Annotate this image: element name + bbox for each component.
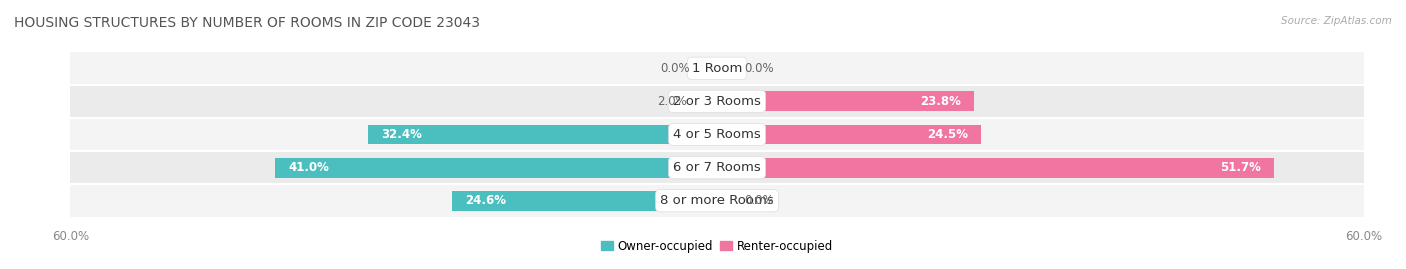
Bar: [70, 191, 1364, 210]
Text: 2.0%: 2.0%: [657, 95, 688, 108]
Bar: [70, 152, 1364, 183]
Bar: [70, 119, 1364, 150]
Text: Source: ZipAtlas.com: Source: ZipAtlas.com: [1281, 16, 1392, 26]
Text: 41.0%: 41.0%: [288, 161, 329, 174]
Bar: [368, 125, 717, 144]
Text: 8 or more Rooms: 8 or more Rooms: [661, 194, 773, 207]
Bar: [70, 158, 1364, 177]
Bar: [696, 91, 717, 111]
Bar: [276, 158, 717, 178]
Bar: [70, 125, 1364, 144]
Text: 23.8%: 23.8%: [920, 95, 960, 108]
Bar: [717, 91, 973, 111]
Bar: [451, 191, 717, 211]
Text: 1 Room: 1 Room: [692, 62, 742, 75]
Text: 24.5%: 24.5%: [927, 128, 969, 141]
Text: 4 or 5 Rooms: 4 or 5 Rooms: [673, 128, 761, 141]
Bar: [70, 92, 1364, 111]
Bar: [717, 158, 1274, 178]
Bar: [717, 125, 981, 144]
Text: 0.0%: 0.0%: [661, 62, 690, 75]
Legend: Owner-occupied, Renter-occupied: Owner-occupied, Renter-occupied: [596, 235, 838, 258]
Text: HOUSING STRUCTURES BY NUMBER OF ROOMS IN ZIP CODE 23043: HOUSING STRUCTURES BY NUMBER OF ROOMS IN…: [14, 16, 479, 30]
Text: 0.0%: 0.0%: [744, 62, 773, 75]
Bar: [70, 86, 1364, 117]
Text: 24.6%: 24.6%: [465, 194, 506, 207]
Text: 6 or 7 Rooms: 6 or 7 Rooms: [673, 161, 761, 174]
Text: 2 or 3 Rooms: 2 or 3 Rooms: [673, 95, 761, 108]
Text: 32.4%: 32.4%: [381, 128, 422, 141]
Bar: [70, 59, 1364, 78]
Text: 0.0%: 0.0%: [744, 194, 773, 207]
Bar: [70, 52, 1364, 84]
Text: 51.7%: 51.7%: [1220, 161, 1261, 174]
Bar: [70, 185, 1364, 217]
